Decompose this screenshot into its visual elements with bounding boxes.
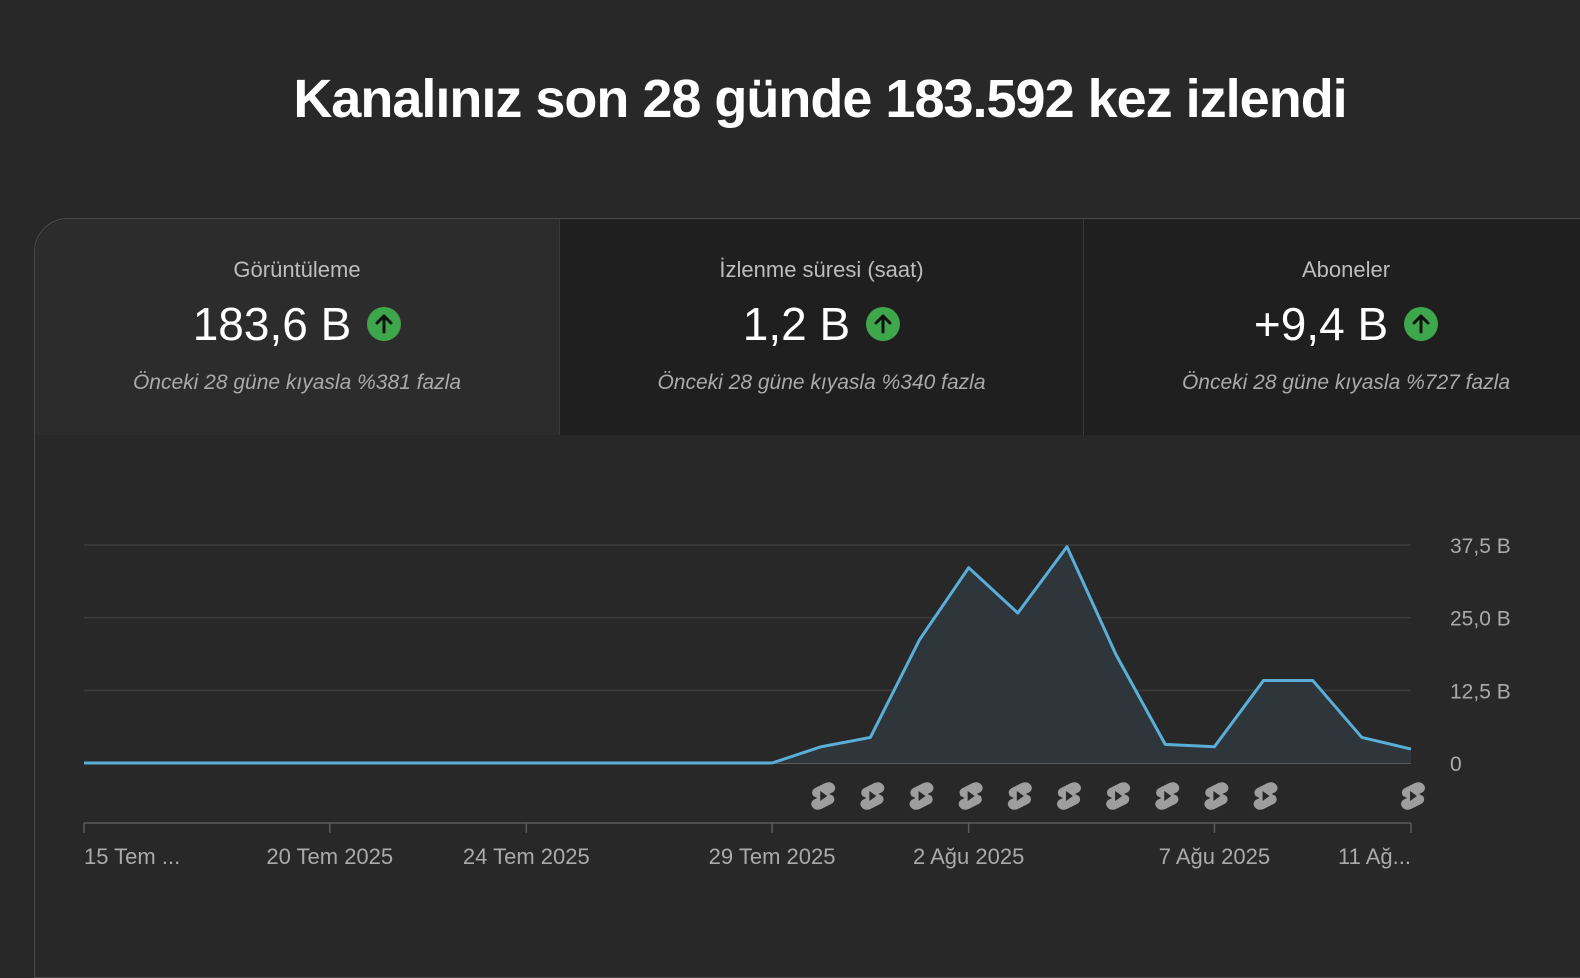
tab-label: İzlenme süresi (saat): [719, 257, 924, 282]
tab-subscribers[interactable]: Aboneler +9,4 B Önceki 28 güne kıyasla %…: [1083, 219, 1580, 435]
data-point: [524, 761, 528, 765]
tab-compare: Önceki 28 güne kıyasla %381 fazla: [132, 371, 462, 394]
y-tick-label: 37,5 B: [1450, 535, 1511, 558]
data-point: [180, 761, 184, 765]
data-point: [721, 761, 725, 765]
x-tick-label: 29 Tem 2025: [709, 844, 836, 869]
data-point: [819, 745, 823, 749]
data-point: [967, 566, 971, 570]
data-point: [328, 761, 332, 765]
y-tick-label: 12,5 B: [1450, 680, 1511, 703]
data-point: [1311, 678, 1315, 682]
data-point: [1016, 611, 1020, 615]
shorts-icon[interactable]: [860, 782, 885, 810]
views-chart: 0 12,5 B 25,0 B 37,5 B 15 Tem ... 20 Tem 2025…: [82, 535, 1511, 869]
data-point: [672, 761, 676, 765]
data-point: [1114, 653, 1118, 657]
arrow-up-icon: [367, 307, 402, 341]
arrow-up-icon: [866, 307, 901, 341]
data-point: [475, 761, 479, 765]
data-point: [1163, 742, 1167, 746]
y-tick-label: 25,0 B: [1450, 608, 1511, 631]
arrow-up-icon: [1404, 307, 1439, 341]
data-point: [1360, 735, 1364, 739]
data-point: [131, 761, 135, 765]
data-point: [573, 761, 577, 765]
shorts-icon[interactable]: [1056, 782, 1081, 810]
data-point: [918, 638, 922, 642]
data-point: [868, 735, 872, 739]
data-point: [1212, 745, 1216, 749]
shorts-icon[interactable]: [909, 782, 934, 810]
shorts-icon[interactable]: [1253, 782, 1278, 810]
shorts-icon[interactable]: [1106, 782, 1131, 810]
tab-label: Görüntüleme: [233, 257, 361, 282]
data-point: [426, 761, 430, 765]
shorts-icon[interactable]: [1204, 782, 1229, 810]
y-tick-label: 0: [1450, 753, 1462, 776]
x-tick-label: 15 Tem ...: [84, 844, 180, 869]
data-point: [1065, 545, 1069, 549]
x-tick-label: 11 Ağ...: [1338, 844, 1411, 869]
data-point: [377, 761, 381, 765]
data-point: [623, 761, 627, 765]
x-tick-label: 20 Tem 2025: [266, 844, 393, 869]
x-tick-label: 24 Tem 2025: [463, 844, 590, 869]
data-point: [1262, 678, 1266, 682]
x-tick-label: 2 Ağu 2025: [913, 844, 1024, 869]
series-line: [84, 545, 1412, 765]
tab-value: 1,2 B: [742, 298, 851, 350]
tab-label: Aboneler: [1301, 257, 1391, 282]
tab-watch-time[interactable]: İzlenme süresi (saat) 1,2 B Önceki 28 gü…: [559, 219, 1083, 435]
series-area: [84, 546, 1411, 763]
shorts-icon[interactable]: [958, 782, 983, 810]
page-headline: Kanalınız son 28 günde 183.592 kez izlen…: [293, 69, 1347, 129]
tab-compare: Önceki 28 güne kıyasla %340 fazla: [657, 371, 986, 394]
metric-tabs: Görüntüleme 183,6 B Önceki 28 güne kıyas…: [35, 219, 1580, 435]
tab-compare: Önceki 28 güne kıyasla %727 fazla: [1181, 371, 1511, 394]
data-point: [82, 761, 86, 765]
x-tick-label: 7 Ağu 2025: [1159, 844, 1270, 869]
data-point: [279, 761, 283, 765]
shorts-icon[interactable]: [811, 782, 836, 810]
tab-views[interactable]: Görüntüleme 183,6 B Önceki 28 güne kıyas…: [35, 219, 559, 435]
shorts-icon[interactable]: [1007, 782, 1032, 810]
tab-value: +9,4 B: [1253, 298, 1389, 350]
shorts-icon[interactable]: [1401, 782, 1425, 810]
analytics-card: Görüntüleme 183,6 B Önceki 28 güne kıyas…: [34, 218, 1580, 978]
data-point: [770, 761, 774, 765]
data-point: [1409, 747, 1413, 751]
data-point: [229, 761, 233, 765]
tab-value: 183,6 B: [192, 298, 352, 350]
shorts-icon[interactable]: [1155, 782, 1180, 810]
